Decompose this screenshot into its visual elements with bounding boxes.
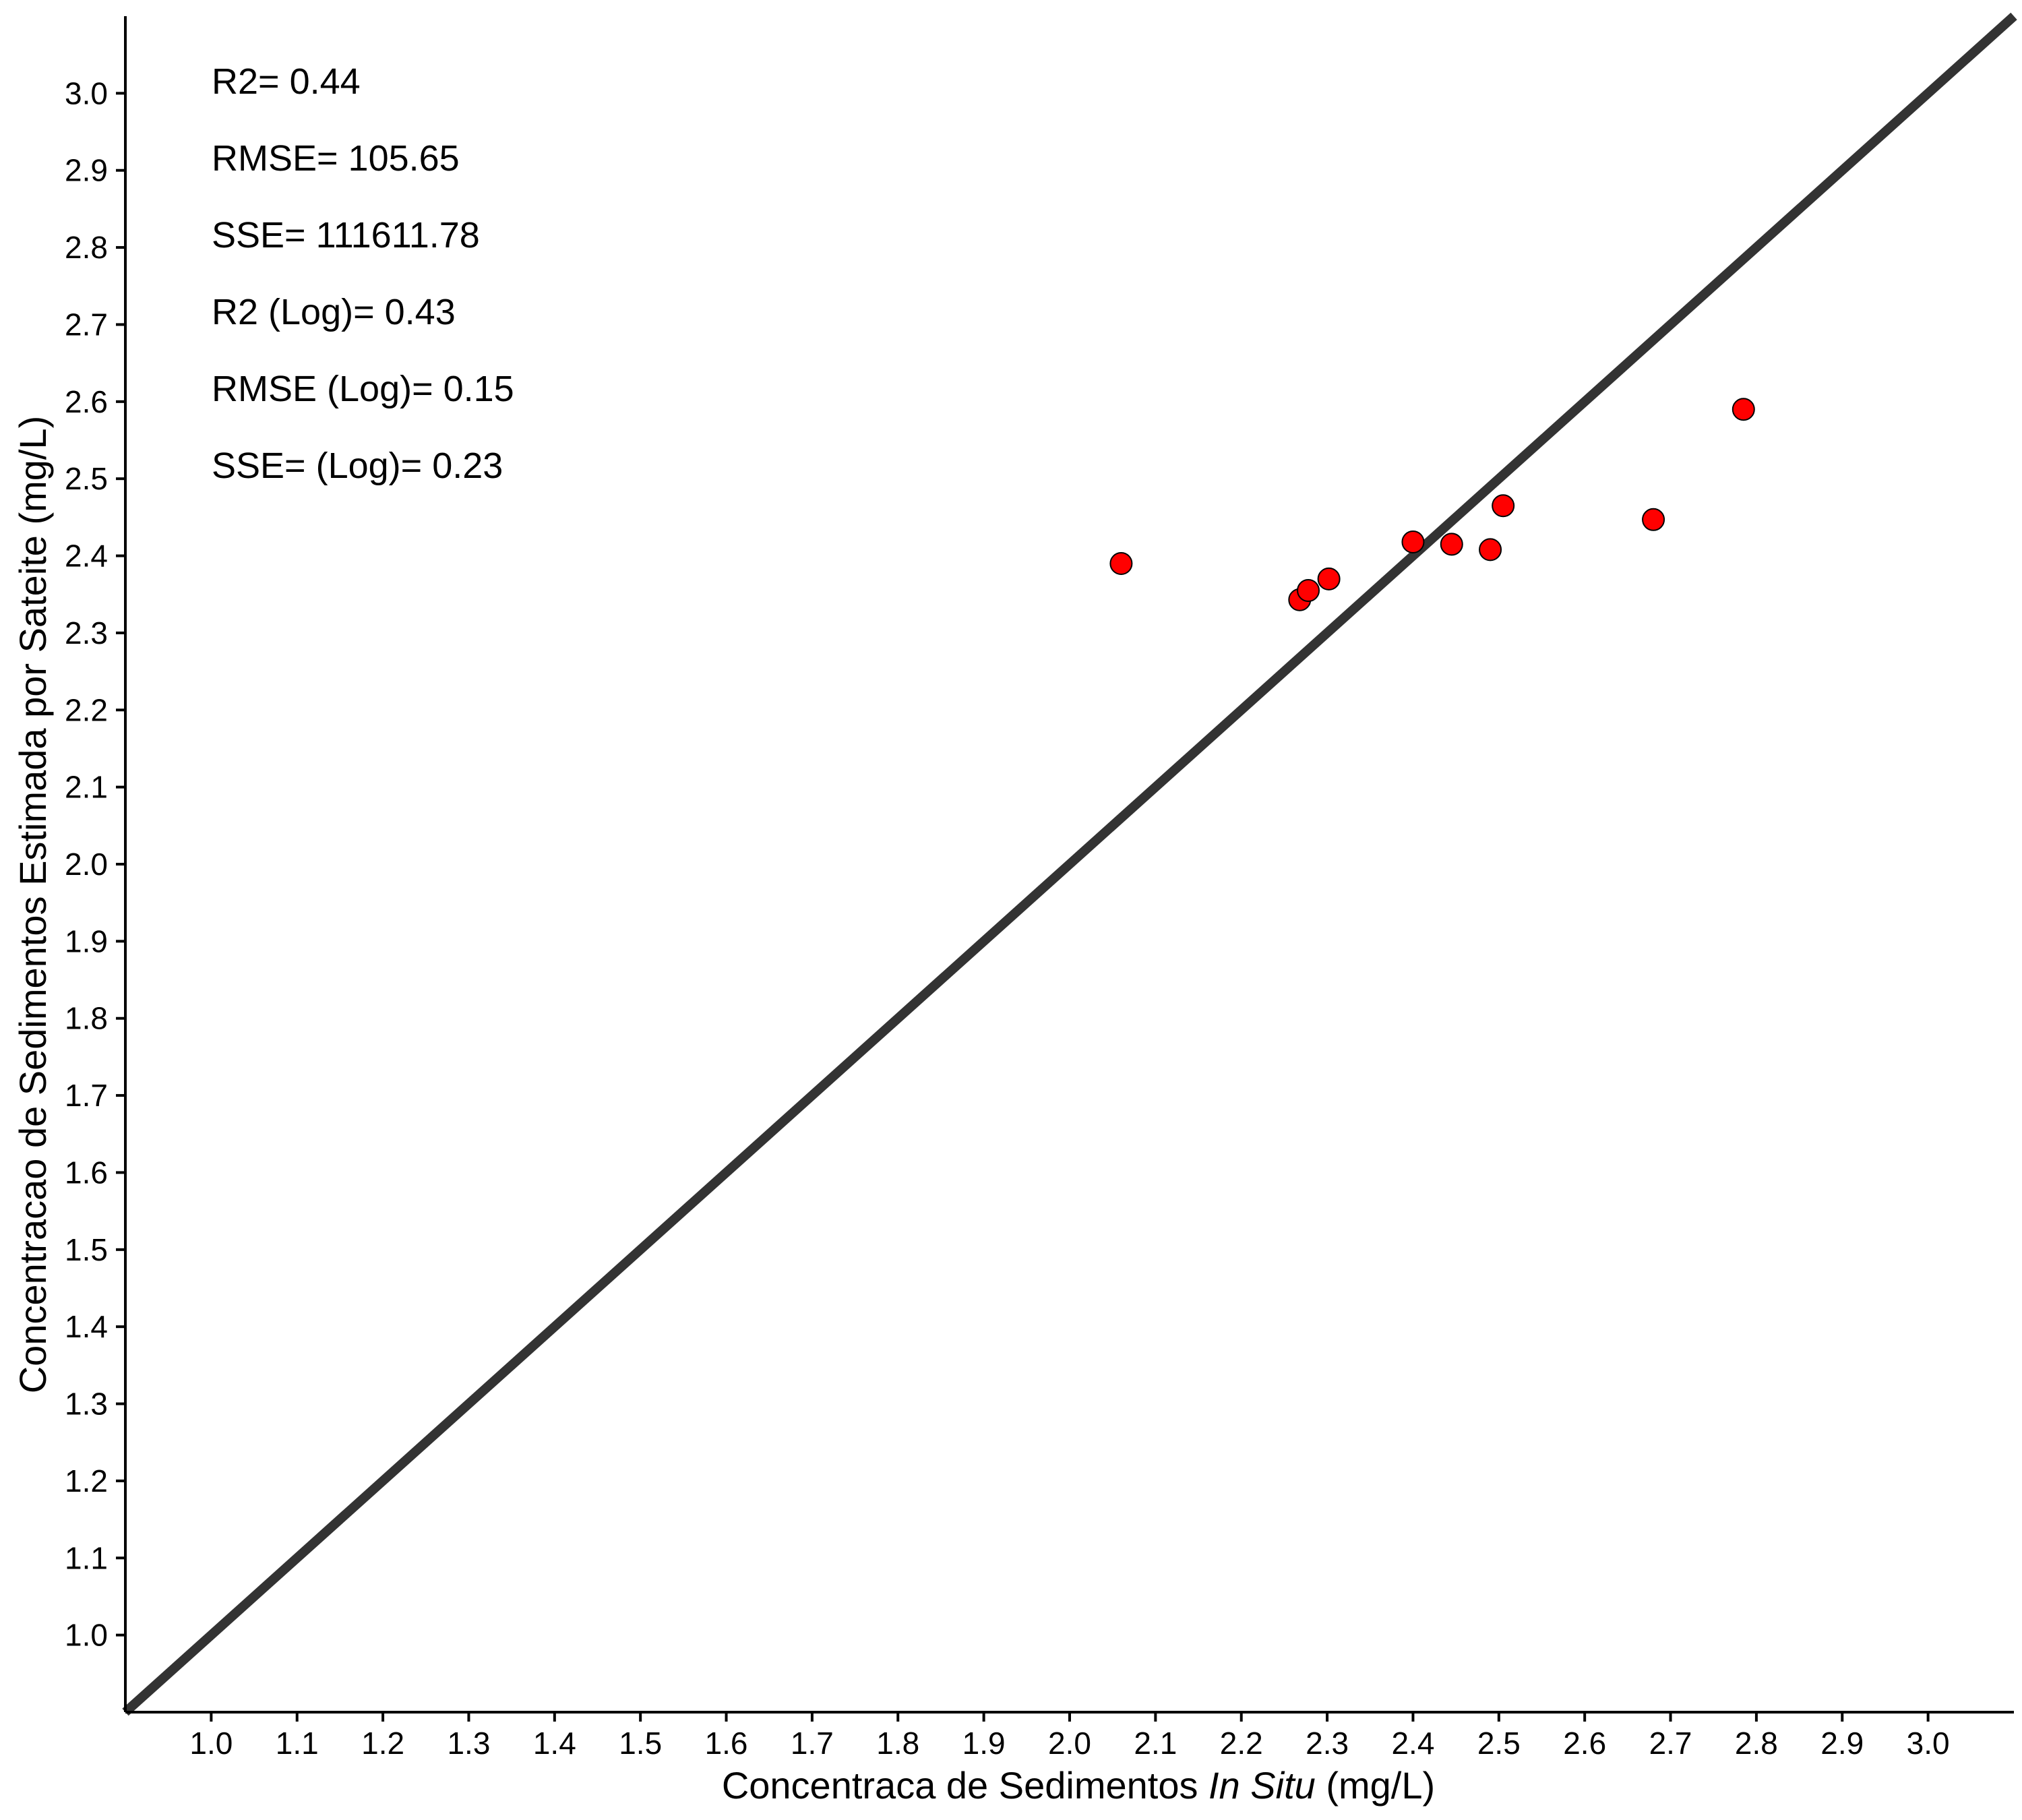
- data-point: [1401, 530, 1425, 553]
- x-axis-title: Concentraca de Sedimentos In Situ (mg/L): [722, 1764, 1435, 1807]
- x-tick-label: 1.8: [876, 1726, 919, 1761]
- y-tick-label: 1.3: [65, 1387, 108, 1422]
- data-point: [1479, 538, 1502, 562]
- y-tick-label: 1.6: [65, 1155, 108, 1190]
- x-tick-label: 3.0: [1907, 1726, 1950, 1761]
- x-tick-label: 2.8: [1735, 1726, 1778, 1761]
- x-tick-label: 2.4: [1391, 1726, 1434, 1761]
- data-point: [1440, 533, 1463, 556]
- stat-annotation: SSE= 111611.78: [212, 215, 480, 255]
- y-tick-label: 1.0: [65, 1618, 108, 1653]
- y-axis-title: Concentracao de Sedimentos Estimada por …: [11, 416, 54, 1394]
- y-tick-label: 2.5: [65, 461, 108, 496]
- y-tick-label: 2.0: [65, 847, 108, 882]
- y-tick-label: 1.5: [65, 1232, 108, 1267]
- data-point: [1109, 551, 1133, 575]
- annotations-layer: R2= 0.44 RMSE= 105.65 SSE= 111611.78 R2 (Lo…: [212, 61, 514, 486]
- y-tick-label: 2.1: [65, 770, 108, 805]
- x-tick-label: 1.7: [791, 1726, 834, 1761]
- stat-annotation: SSE= (Log)= 0.23: [212, 446, 503, 486]
- y-tick-label: 2.2: [65, 692, 108, 727]
- y-tick-label: 1.1: [65, 1540, 108, 1575]
- x-tick-label: 2.0: [1048, 1726, 1091, 1761]
- y-tick-label: 1.7: [65, 1078, 108, 1113]
- x-tick-label: 2.5: [1477, 1726, 1521, 1761]
- stat-annotation: R2 (Log)= 0.43: [212, 292, 456, 332]
- x-tick-label: 2.1: [1134, 1726, 1177, 1761]
- x-tick-label: 2.3: [1306, 1726, 1349, 1761]
- axes-layer: 1.0 1.1 1.2 1.3 1.4 1.5 1.6 1.7 1.8 1.9 2.0 2.1 2.2 2…: [65, 16, 2014, 1761]
- y-tick-label: 2.8: [65, 230, 108, 265]
- stat-annotation: R2= 0.44: [212, 61, 361, 102]
- x-tick-label: 1.1: [276, 1726, 319, 1761]
- stat-annotation: RMSE= 105.65: [212, 138, 460, 179]
- x-axis-title-part: Concentraca de Sedimentos: [722, 1764, 1208, 1807]
- x-tick-label: 2.9: [1820, 1726, 1864, 1761]
- x-tick-label: 2.2: [1220, 1726, 1263, 1761]
- x-tick-label: 1.5: [619, 1726, 662, 1761]
- x-tick-label: 2.7: [1649, 1726, 1692, 1761]
- identity-line: [122, 12, 2017, 1716]
- points-layer: [1109, 398, 1755, 611]
- y-tick-label: 1.8: [65, 1001, 108, 1036]
- x-tick-label: 1.9: [962, 1726, 1006, 1761]
- y-tick-label: 2.7: [65, 307, 108, 342]
- data-point: [1732, 398, 1755, 421]
- reference-line-layer: [122, 12, 2017, 1716]
- x-tick-label: 1.6: [705, 1726, 748, 1761]
- data-point: [1642, 508, 1665, 531]
- y-tick-label: 3.0: [65, 75, 108, 111]
- x-tick-label: 1.3: [447, 1726, 490, 1761]
- data-point: [1297, 579, 1320, 603]
- x-tick-label: 1.2: [361, 1726, 404, 1761]
- x-tick-label: 1.0: [189, 1726, 233, 1761]
- x-axis-title-italic-part: In Situ: [1208, 1764, 1316, 1807]
- stat-annotation: RMSE (Log)= 0.15: [212, 369, 514, 409]
- x-axis-title-part: (mg/L): [1316, 1764, 1435, 1807]
- axis-titles-layer: Concentraca de Sedimentos In Situ (mg/L)…: [11, 416, 1435, 1807]
- y-tick-label: 1.2: [65, 1463, 108, 1498]
- y-tick-label: 1.9: [65, 923, 108, 959]
- data-point: [1492, 494, 1515, 518]
- y-tick-label: 2.4: [65, 539, 108, 574]
- data-point: [1317, 567, 1341, 590]
- y-tick-label: 2.3: [65, 615, 108, 650]
- x-tick-label: 1.4: [533, 1726, 576, 1761]
- y-tick-label: 2.6: [65, 384, 108, 419]
- x-tick-label: 2.6: [1563, 1726, 1606, 1761]
- y-tick-label: 2.9: [65, 153, 108, 188]
- y-tick-label: 1.4: [65, 1309, 108, 1344]
